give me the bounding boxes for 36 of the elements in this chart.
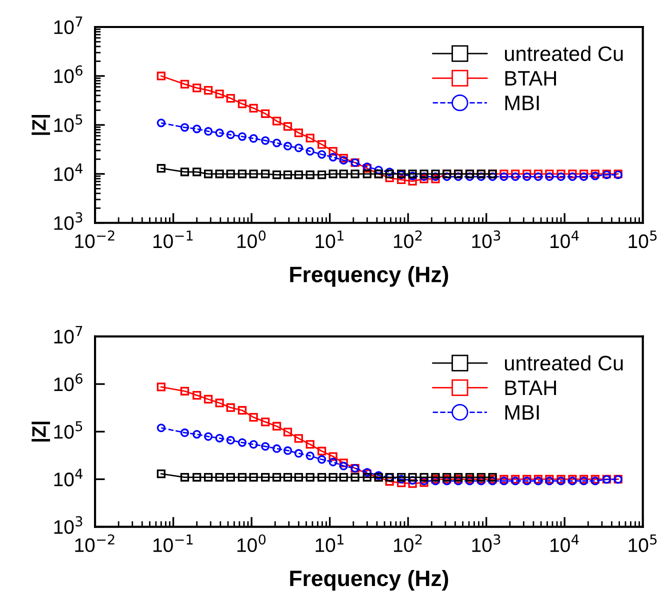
legend-label: untreated Cu <box>505 46 623 62</box>
y-axis-title: |Z| <box>32 115 50 135</box>
x-tick-label: 10$^{−1}$ <box>153 534 193 552</box>
x-tick-label: 10$^{0}$ <box>237 230 266 248</box>
x-tick-label: 10$^{−2}$ <box>75 534 114 552</box>
legend-label: BTAH <box>505 71 556 86</box>
y-tick-label: 10$^{5}$ <box>54 114 82 132</box>
y-tick-label: 10$^{7}$ <box>54 326 82 344</box>
x-tick-label: 10$^{1}$ <box>316 534 344 552</box>
y-tick-label: 10$^{4}$ <box>54 163 83 182</box>
legend-label: BTAH <box>505 380 556 395</box>
x-axis-title: Frequency (Hz) <box>290 570 448 591</box>
x-tick-label: 10$^{−2}$ <box>75 230 114 248</box>
x-tick-label: 10$^{4}$ <box>550 534 579 552</box>
x-axis-title: Frequency (Hz) <box>290 266 448 287</box>
x-tick-label: 10$^{2}$ <box>394 534 422 552</box>
y-axis-title: |Z| <box>32 422 50 442</box>
x-tick-label: 10$^{5}$ <box>628 534 657 552</box>
x-tick-label: 10$^{4}$ <box>550 230 579 248</box>
y-tick-label: 10$^{7}$ <box>54 16 82 34</box>
x-tick-label: 10$^{0}$ <box>237 534 266 552</box>
legend-label: MBI <box>505 96 539 110</box>
y-tick-label: 10$^{5}$ <box>54 421 82 439</box>
y-tick-label: 10$^{3}$ <box>54 212 82 230</box>
y-tick-label: 10$^{3}$ <box>54 516 82 534</box>
legend-label: untreated Cu <box>505 355 623 371</box>
x-tick-label: 10$^{2}$ <box>394 230 422 248</box>
x-tick-label: 10$^{−1}$ <box>153 230 193 248</box>
x-tick-label: 10$^{3}$ <box>472 534 500 552</box>
x-tick-label: 10$^{3}$ <box>472 230 500 248</box>
x-tick-label: 10$^{1}$ <box>316 230 344 248</box>
y-tick-label: 10$^{4}$ <box>54 468 83 486</box>
y-tick-label: 10$^{6}$ <box>54 65 82 84</box>
legend-label: MBI <box>505 405 539 420</box>
x-tick-label: 10$^{5}$ <box>628 230 657 248</box>
y-tick-label: 10$^{6}$ <box>54 373 82 392</box>
